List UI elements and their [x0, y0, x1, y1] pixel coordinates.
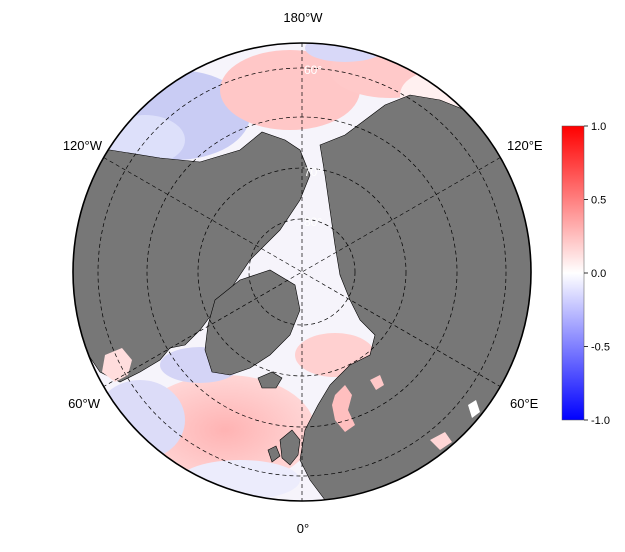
land-masses	[73, 94, 531, 501]
lon-label-120w: 120°W	[63, 138, 103, 153]
colorbar-tick-label: 1.0	[591, 121, 606, 133]
lon-label-180w: 180°W	[283, 10, 323, 25]
lon-label-120e: 120°E	[507, 138, 543, 153]
meridian-120w-60e	[103, 157, 501, 387]
anomaly-chukchi	[220, 50, 360, 130]
parallel-80	[248, 218, 356, 326]
colorbar-gradient	[561, 125, 585, 421]
latitude-labels: 60° 70° 80°	[304, 63, 322, 229]
colorbar-tick-label: 0.5	[591, 195, 606, 207]
land-ireland	[267, 445, 281, 463]
lon-label-60w: 60°W	[68, 396, 101, 411]
colorbar: 1.0 0.5 0.0 -0.5 -1.0	[561, 121, 610, 427]
colorbar-tick-label: -1.0	[591, 415, 610, 427]
longitude-labels: 180°W 120°E 120°W 60°E 60°W 0°	[63, 10, 543, 536]
inland-seas	[102, 348, 480, 450]
sea-caspian	[468, 400, 480, 418]
anomaly-labrador-sea	[95, 380, 185, 460]
anomaly-bering-strait	[305, 43, 385, 62]
land-greenland	[204, 269, 301, 376]
colorbar-ticks: 1.0 0.5 0.0 -0.5 -1.0	[584, 121, 610, 427]
colorbar-tick-label: 0.0	[591, 268, 606, 280]
meridian-120e-60w	[103, 157, 501, 387]
graticule	[97, 43, 507, 501]
lat-label-70: 70°	[304, 165, 322, 179]
sea-hudson-bay	[102, 348, 132, 382]
lat-label-80: 80°	[304, 215, 322, 229]
lat-label-60: 60°	[304, 63, 322, 77]
sea-baltic	[332, 385, 355, 432]
land-iceland	[257, 371, 283, 389]
land-british-isles	[279, 429, 301, 466]
anomaly-atlantic-south	[180, 460, 300, 500]
sea-white	[370, 375, 384, 390]
sea-black	[430, 432, 452, 450]
map-border	[72, 42, 532, 502]
lon-label-60e: 60°E	[510, 396, 539, 411]
colorbar-tick-label: -0.5	[591, 342, 610, 354]
lon-label-0: 0°	[297, 521, 309, 536]
